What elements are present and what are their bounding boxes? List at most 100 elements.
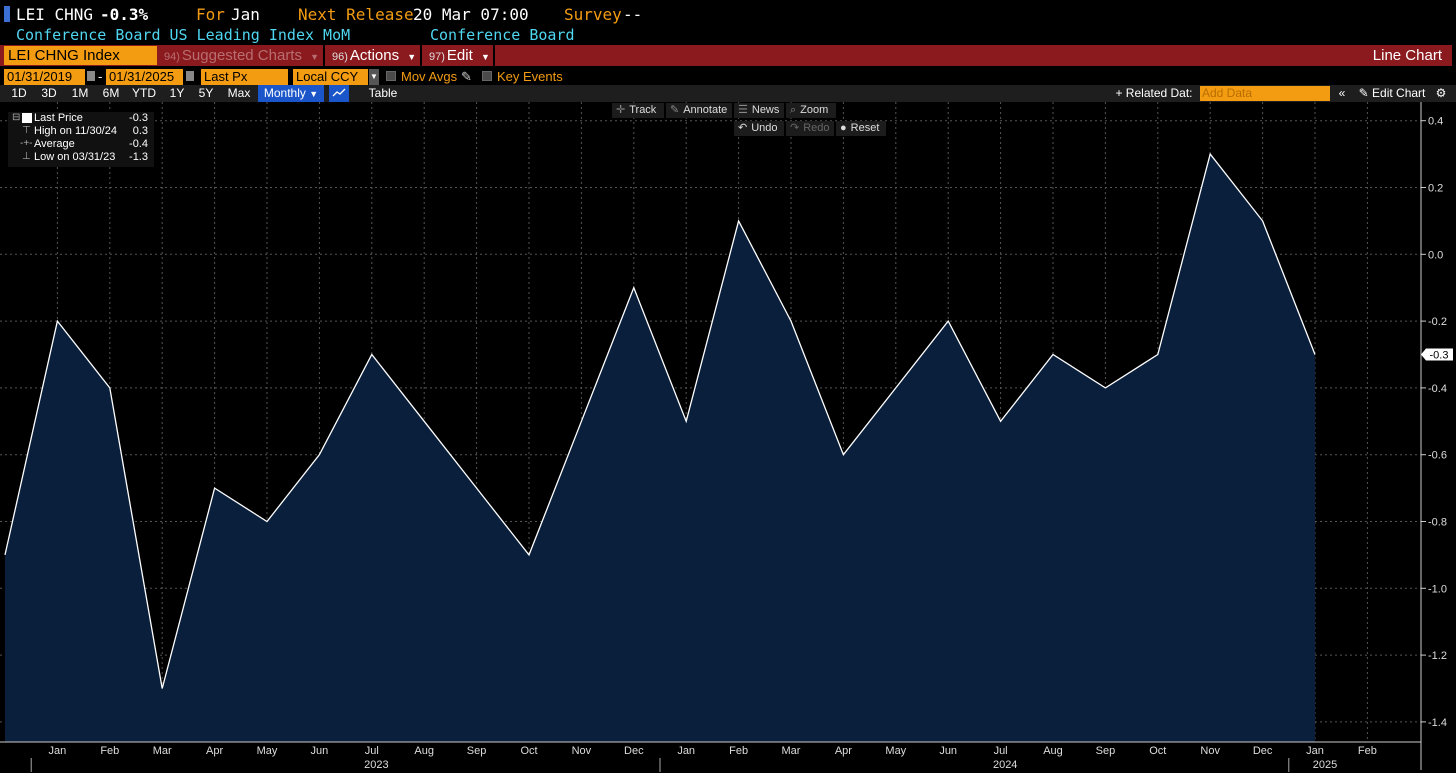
frequency-select[interactable]: Monthly ▼ bbox=[258, 85, 324, 102]
pencil-icon: ✎ bbox=[1358, 86, 1369, 100]
actions-label: Actions bbox=[349, 47, 400, 64]
reset-label: Reset bbox=[850, 122, 880, 134]
gear-icon[interactable]: ⚙ bbox=[1435, 86, 1447, 100]
data-point bbox=[318, 453, 321, 456]
undo-button[interactable]: ↶ Undo bbox=[734, 121, 784, 136]
redo-icon: ↷ bbox=[790, 122, 800, 134]
data-point bbox=[370, 353, 373, 356]
track-button[interactable]: ✛ Track bbox=[612, 103, 664, 118]
edit-chart-button[interactable]: ✎ Edit Chart bbox=[1354, 85, 1430, 102]
news-label: News bbox=[751, 104, 780, 116]
legend-label-low: Low on 03/31/23 bbox=[34, 151, 116, 163]
calendar-icon[interactable] bbox=[87, 71, 95, 81]
pencil-icon: ✎ bbox=[670, 104, 680, 116]
add-data-input[interactable]: Add Data bbox=[1200, 86, 1330, 101]
period-1d-button[interactable]: 1D bbox=[11, 86, 27, 100]
chevron-down-icon: ▼ bbox=[310, 52, 320, 62]
legend-label-high: High on 11/30/24 bbox=[34, 125, 117, 137]
x-tick-label: Dec bbox=[1253, 745, 1273, 757]
period-1m-button[interactable]: 1M bbox=[71, 86, 89, 100]
y-tick-label: -0.2 bbox=[1428, 316, 1447, 328]
data-point bbox=[108, 386, 111, 389]
ticker-short: LEI CHNG bbox=[16, 5, 94, 24]
pencil-icon[interactable]: ✎ bbox=[461, 69, 472, 84]
next-release-value: 20 Mar 07:00 bbox=[413, 5, 529, 24]
currency-select[interactable]: Local CCY bbox=[293, 69, 368, 85]
x-tick-label: Jul bbox=[365, 745, 379, 757]
mov-avgs-checkbox[interactable] bbox=[386, 71, 396, 81]
table-button[interactable]: Table bbox=[368, 86, 398, 100]
high-marker-icon: ⊤ bbox=[22, 125, 31, 136]
chevron-down-icon: ▼ bbox=[480, 52, 490, 62]
crosshair-icon: ✛ bbox=[616, 104, 626, 116]
actions-menu[interactable]: 96) Actions ▼ bbox=[326, 45, 422, 66]
x-tick-label: Mar bbox=[153, 745, 172, 757]
key-events-checkbox[interactable] bbox=[482, 71, 492, 81]
chevron-down-icon[interactable]: ▼ bbox=[369, 69, 379, 85]
collapse-icon[interactable]: « bbox=[1338, 86, 1346, 100]
ticker-input[interactable]: LEI CHNG Index bbox=[4, 46, 157, 65]
legend-label-average: Average bbox=[34, 138, 75, 150]
year-label: 2024 bbox=[993, 759, 1017, 771]
y-tick-label: 0.2 bbox=[1428, 183, 1443, 195]
chart-legend: ⊟ Last Price -0.3 ⊤ High on 11/30/24 0.3… bbox=[8, 112, 154, 167]
track-label: Track bbox=[629, 104, 657, 116]
security-subheader: Conference Board US Leading Index MoM Co… bbox=[0, 25, 1456, 45]
field-select[interactable]: Last Px bbox=[201, 69, 288, 85]
period-bar: 1D 3D 1M 6M YTD 1Y 5Y Max Monthly ▼ Tabl… bbox=[0, 85, 1456, 102]
low-marker-icon: ⊥ bbox=[22, 151, 31, 162]
line-chart[interactable]: 0.4 0.2 0.0 -0.2 -0.4 -0.6 -0.8 -1.0 -1.2 -1.4 Ja… bbox=[0, 102, 1456, 773]
data-point bbox=[1104, 386, 1107, 389]
edit-menu[interactable]: 97) Edit ▼ bbox=[423, 45, 496, 66]
next-release-label: Next Release bbox=[298, 5, 414, 24]
legend-label-last-price: Last Price bbox=[34, 112, 83, 124]
menu-divider bbox=[493, 45, 495, 66]
start-date-input[interactable]: 01/31/2019 bbox=[4, 69, 85, 85]
y-tick-label: -0.6 bbox=[1428, 450, 1447, 462]
line-chart-icon[interactable] bbox=[329, 85, 349, 102]
x-tick-label: Oct bbox=[1149, 745, 1166, 757]
menu-divider bbox=[323, 45, 325, 66]
last-price-swatch-icon bbox=[22, 113, 32, 123]
average-marker-icon: -+- bbox=[20, 138, 33, 149]
survey-label: Survey bbox=[564, 5, 622, 24]
data-point bbox=[1052, 353, 1055, 356]
period-1y-button[interactable]: 1Y bbox=[169, 86, 185, 100]
zoom-button[interactable]: ⌕ Zoom bbox=[786, 103, 836, 118]
calendar-icon[interactable] bbox=[186, 71, 194, 81]
redo-label: Redo bbox=[803, 122, 830, 134]
x-tick-label: Sep bbox=[467, 745, 487, 757]
collapse-legend-icon[interactable]: ⊟ bbox=[12, 112, 21, 123]
news-button[interactable]: ☰ News bbox=[734, 103, 784, 118]
data-point bbox=[1261, 219, 1264, 222]
period-ytd-button[interactable]: YTD bbox=[132, 86, 156, 100]
x-tick-label: Oct bbox=[520, 745, 537, 757]
related-data-label: + Related Dat: bbox=[1115, 86, 1193, 100]
period-max-button[interactable]: Max bbox=[227, 86, 251, 100]
x-tick-label: Dec bbox=[624, 745, 644, 757]
x-tick-label: May bbox=[257, 745, 278, 757]
x-tick-label: Feb bbox=[100, 745, 119, 757]
mov-avgs-label: Mov Avgs bbox=[401, 69, 458, 84]
key-events-label: Key Events bbox=[497, 69, 563, 84]
last-value-tag-shape bbox=[1421, 348, 1453, 361]
suggested-charts-menu[interactable]: 94) Suggested Charts ▼ bbox=[158, 45, 325, 66]
data-point bbox=[947, 320, 950, 323]
end-date-input[interactable]: 01/31/2025 bbox=[106, 69, 183, 85]
period-5y-button[interactable]: 5Y bbox=[198, 86, 214, 100]
y-axis: 0.4 0.2 0.0 -0.2 -0.4 -0.6 -0.8 -1.0 -1.2 -1.4 bbox=[1421, 116, 1447, 729]
data-point bbox=[685, 420, 688, 423]
period-6m-button[interactable]: 6M bbox=[102, 86, 120, 100]
annotate-button[interactable]: ✎ Annotate bbox=[666, 103, 732, 118]
redo-button[interactable]: ↷ Redo bbox=[786, 121, 834, 136]
survey-value: -- bbox=[623, 5, 643, 24]
period-3d-button[interactable]: 3D bbox=[41, 86, 57, 100]
data-point bbox=[4, 553, 7, 556]
price-area bbox=[5, 154, 1315, 743]
y-tick-label: -1.4 bbox=[1428, 717, 1447, 729]
reset-button[interactable]: ● Reset bbox=[836, 121, 886, 136]
x-tick-label: Apr bbox=[835, 745, 852, 757]
last-change: -0.3% bbox=[100, 5, 149, 24]
data-point bbox=[580, 420, 583, 423]
x-tick-label: Sep bbox=[1096, 745, 1116, 757]
